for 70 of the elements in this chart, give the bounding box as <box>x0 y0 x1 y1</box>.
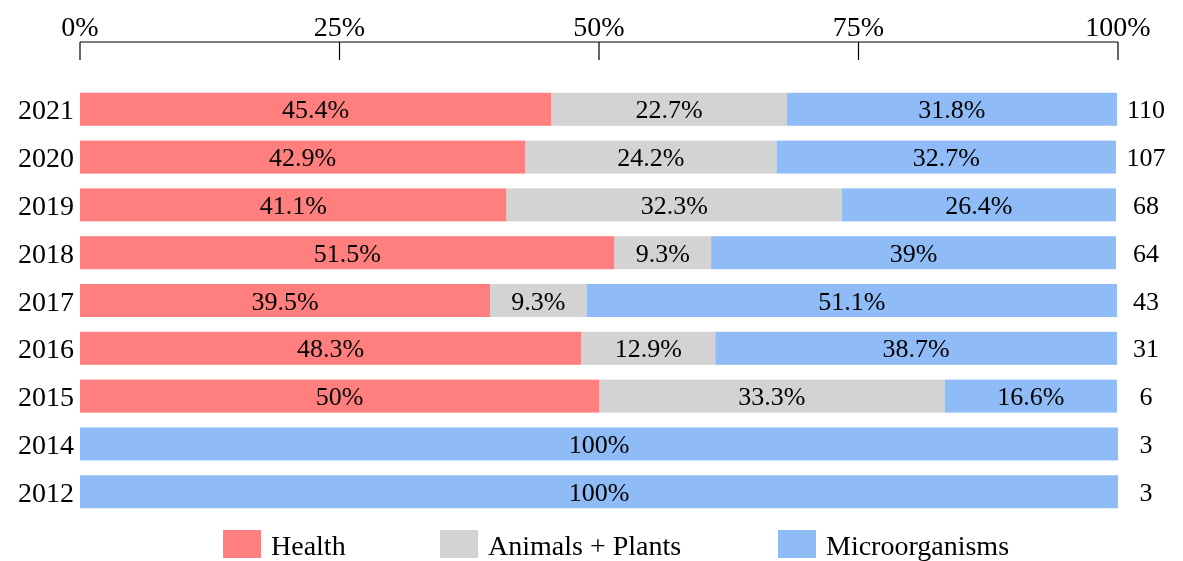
bar <box>776 140 1116 174</box>
text: 110 <box>1126 95 1166 125</box>
text: 64 <box>1133 238 1159 268</box>
bar <box>80 188 507 222</box>
x-tick-label: 100% <box>1085 11 1151 42</box>
bar <box>80 236 615 270</box>
text: 68 <box>1133 190 1159 220</box>
legend-label: Health <box>271 530 346 561</box>
bar <box>80 331 582 365</box>
bar <box>599 379 945 413</box>
data-label: 12.9% <box>614 334 682 364</box>
x-tick-label: 0% <box>61 11 99 42</box>
legend-label: Animals + Plants <box>488 530 682 561</box>
y-tick-label: 2012 <box>18 476 74 508</box>
y-tick-label: 2016 <box>18 333 74 365</box>
data-label: 50% <box>315 382 364 412</box>
y-tick-label: 2020 <box>18 142 74 174</box>
data-label: 22.7% <box>635 95 703 125</box>
bar <box>80 140 526 174</box>
y-tick-label: 2019 <box>18 189 74 221</box>
data-label: 51.1% <box>818 286 886 316</box>
bar <box>586 284 1117 317</box>
bar <box>715 331 1117 365</box>
text: 6 <box>1139 382 1153 412</box>
data-label: 33.3% <box>738 382 806 412</box>
bar <box>711 236 1116 270</box>
data-label: 41.1% <box>259 190 327 220</box>
bar <box>80 379 599 413</box>
x-tick-label: 25% <box>313 11 366 42</box>
bar <box>80 475 1118 509</box>
text: 3 <box>1139 477 1153 507</box>
data-label: 9.3% <box>635 238 690 268</box>
data-label: 51.5% <box>313 238 381 268</box>
text: 31 <box>1133 334 1159 364</box>
y-tick-label: 2018 <box>18 237 74 269</box>
data-label: 48.3% <box>297 334 365 364</box>
y-tick-label: 2014 <box>18 428 74 460</box>
y-tick-label: 2015 <box>18 381 74 413</box>
data-label: 16.6% <box>997 382 1065 412</box>
text: 107 <box>1126 143 1166 173</box>
data-label: 39% <box>889 238 938 268</box>
text: 43 <box>1133 286 1159 316</box>
bar <box>506 188 842 222</box>
bar <box>786 92 1117 126</box>
y-tick-label: 2017 <box>18 285 74 317</box>
data-label: 26.4% <box>945 190 1013 220</box>
x-tick-label: 50% <box>573 11 625 42</box>
bar <box>80 427 1118 461</box>
data-label: 38.7% <box>882 334 950 364</box>
data-label: 45.4% <box>282 95 350 125</box>
data-label: 42.9% <box>269 143 337 173</box>
data-label: 9.3% <box>511 286 566 316</box>
data-label: 31.8% <box>918 95 986 125</box>
bar <box>841 188 1116 222</box>
bar <box>581 331 716 365</box>
data-label: 100% <box>568 429 630 459</box>
data-label: 24.2% <box>617 143 685 173</box>
bar <box>944 379 1117 413</box>
bar <box>551 92 787 126</box>
text: 3 <box>1139 429 1153 459</box>
y-tick-label: 2021 <box>18 94 74 126</box>
data-label: 32.7% <box>912 143 980 173</box>
legend-label: Microorganisms <box>826 530 1010 561</box>
x-tick-label: 75% <box>832 11 885 42</box>
data-label: 39.5% <box>251 286 319 316</box>
bar <box>525 140 777 174</box>
data-label: 32.3% <box>640 190 708 220</box>
data-label: 100% <box>568 477 630 507</box>
bar <box>80 284 491 317</box>
bar <box>80 92 552 126</box>
